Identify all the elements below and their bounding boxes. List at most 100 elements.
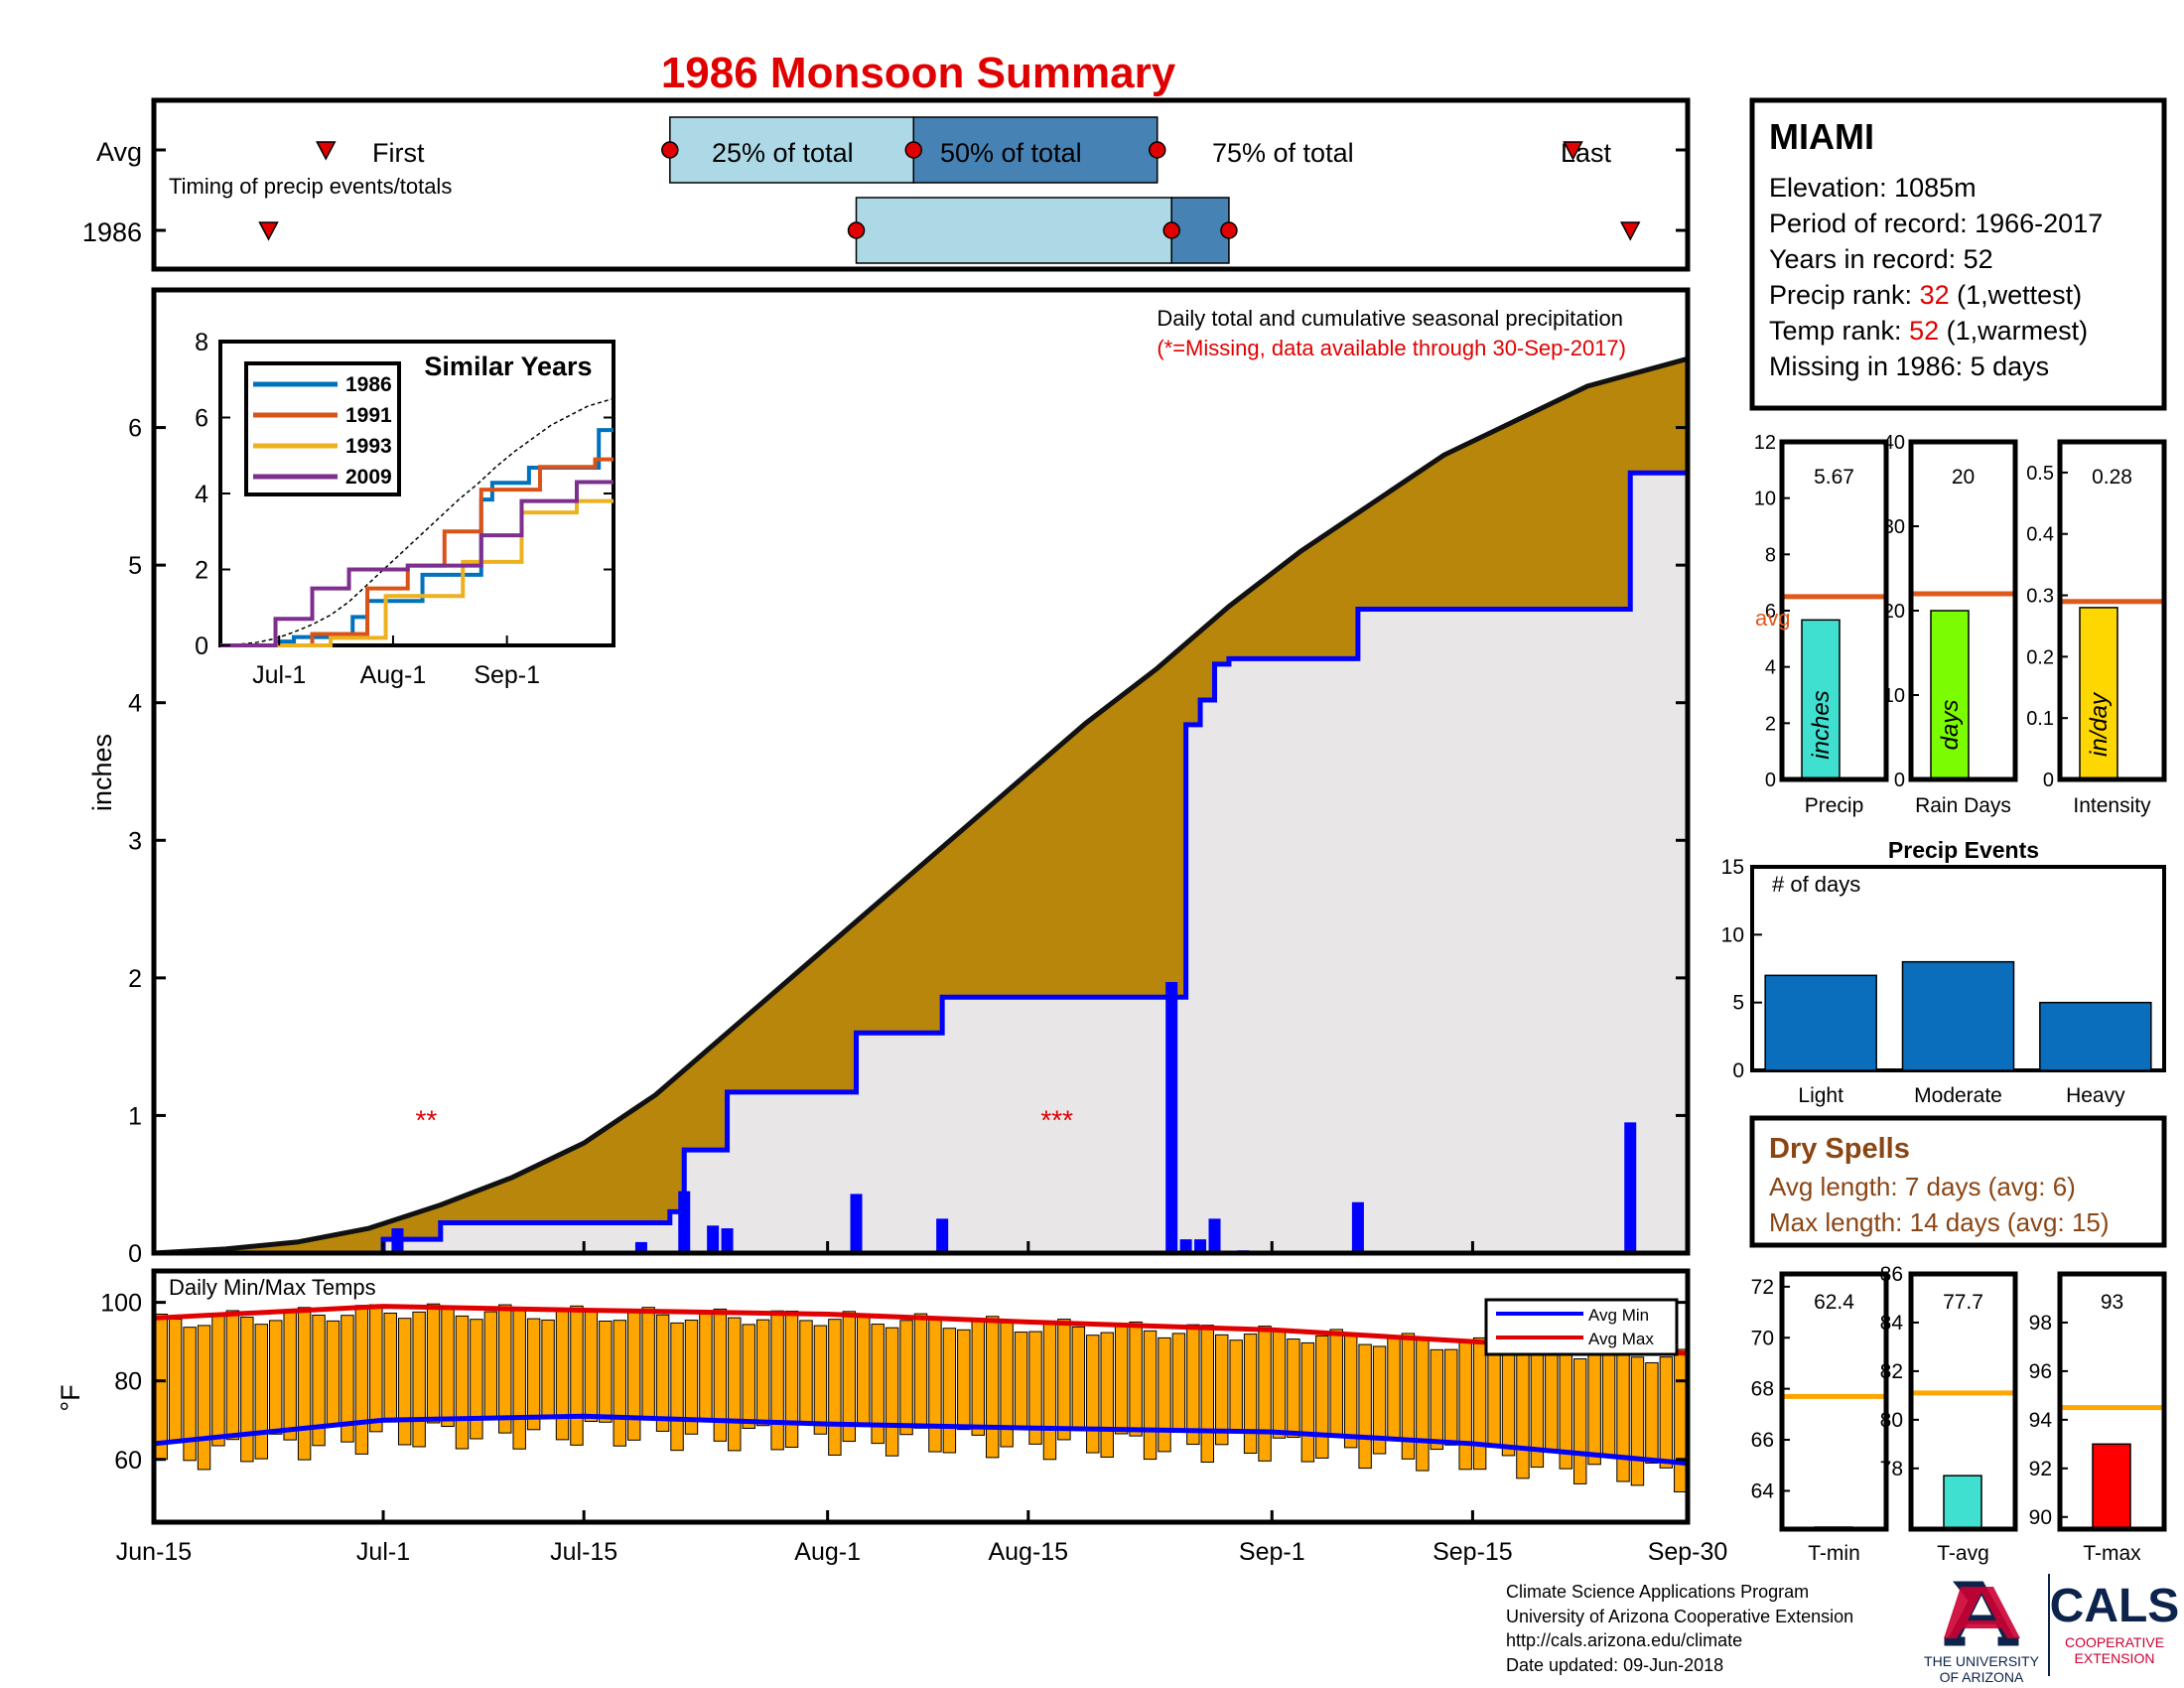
inset-legend-items: 1986 1991 1993 2009 bbox=[253, 373, 392, 489]
year-first-marker bbox=[258, 221, 279, 241]
summary-value: 20 bbox=[1952, 466, 1975, 489]
q50-label: 50% of total bbox=[940, 138, 1082, 168]
inset-legend-label: 2009 bbox=[345, 466, 392, 489]
daily-temp-bar bbox=[1329, 1329, 1343, 1438]
daily-temp-bar bbox=[197, 1325, 211, 1471]
dry-max-length: Max length: 14 days (avg: 15) bbox=[1769, 1207, 2110, 1237]
daily-temp-bar bbox=[1601, 1345, 1616, 1459]
daily-temp-bar bbox=[541, 1319, 555, 1419]
temp-summary-y-tick-label: 68 bbox=[1751, 1378, 1774, 1401]
inset-legend-label: 1993 bbox=[345, 435, 392, 458]
events-x-label: Light bbox=[1798, 1084, 1843, 1107]
events-x-label: Moderate bbox=[1914, 1084, 2002, 1107]
daily-temp-bar bbox=[928, 1318, 942, 1453]
daily-temp-bar bbox=[1501, 1353, 1516, 1457]
date-x-tick-label: Jul-15 bbox=[550, 1538, 617, 1566]
temp-summary-y-tick-label: 92 bbox=[2029, 1458, 2052, 1480]
temp-summary-x-label: T-avg bbox=[1937, 1542, 1989, 1565]
daily-temp-bar bbox=[455, 1315, 470, 1450]
daily-temp-bar bbox=[599, 1320, 613, 1423]
daily-temp-bar bbox=[297, 1307, 312, 1461]
daily-temp-bar bbox=[913, 1313, 928, 1429]
daily-temp-bar bbox=[526, 1318, 541, 1431]
inset-y-tick-label: 6 bbox=[195, 405, 208, 433]
inset-series-line bbox=[220, 480, 614, 647]
daily-temp-bar bbox=[168, 1319, 183, 1444]
temp-summary-value: 62.4 bbox=[1814, 1291, 1854, 1314]
daily-temp-bar bbox=[1387, 1337, 1401, 1440]
avg-min-line bbox=[153, 1413, 1689, 1467]
precip-y-tick-label: 3 bbox=[128, 827, 142, 855]
summary-bar-frame bbox=[2057, 439, 2167, 782]
precip-y-tick-label: 0 bbox=[128, 1240, 142, 1268]
daily-temp-bar bbox=[584, 1311, 599, 1422]
quantile-dot bbox=[847, 221, 866, 239]
precip-y-tick-label: 6 bbox=[128, 415, 142, 443]
footer: Climate Science Applications Program Uni… bbox=[1506, 1574, 2179, 1685]
summary-bars: 0 2 4 6 8 10 12 5.67 Precip inches 0 10 20 30 40 20 Rain… bbox=[1754, 432, 2167, 817]
daily-temp-bar bbox=[211, 1315, 225, 1447]
year-q50-q75-box bbox=[1170, 197, 1230, 264]
daily-precip-bar bbox=[721, 1228, 734, 1253]
daily-temp-bar bbox=[1014, 1332, 1028, 1429]
summary-bar bbox=[1930, 610, 1970, 780]
year-cumulative-area bbox=[154, 473, 1688, 1253]
temp-summary-y-tick-label: 64 bbox=[1751, 1479, 1775, 1502]
daily-temp-bar bbox=[312, 1315, 326, 1447]
summary-y-tick-label: 0.2 bbox=[2026, 646, 2054, 668]
date-x-tick-label: Jun-15 bbox=[116, 1538, 192, 1566]
elevation: Elevation: 1085m bbox=[1769, 173, 1977, 203]
daily-temp-bar bbox=[1416, 1339, 1430, 1472]
footer-line1: Climate Science Applications Program bbox=[1506, 1582, 1809, 1602]
summary-y-tick-label: 2 bbox=[1765, 713, 1776, 735]
daily-precip-bar bbox=[1194, 1239, 1207, 1253]
temps-y-tick-label: 80 bbox=[114, 1368, 142, 1396]
timing-avg-label: Avg bbox=[96, 137, 142, 167]
avg-first-marker bbox=[316, 141, 337, 161]
daily-temp-bar bbox=[426, 1303, 441, 1424]
daily-temp-bar bbox=[1401, 1333, 1416, 1460]
daily-temp-bar bbox=[1186, 1324, 1200, 1446]
daily-temp-bar bbox=[183, 1327, 197, 1462]
daily-temp-bar bbox=[985, 1316, 1000, 1459]
info-frame bbox=[1749, 97, 2167, 411]
daily-temp-bar bbox=[1487, 1344, 1501, 1449]
summary-y-tick-label: 0 bbox=[1894, 770, 1905, 791]
footer-line4: Date updated: 09-Jun-2018 bbox=[1506, 1655, 1723, 1675]
daily-precip-bar bbox=[850, 1194, 863, 1253]
precip-y-tick-label: 4 bbox=[128, 690, 142, 718]
daily-temp-bar bbox=[971, 1321, 985, 1436]
daily-temp-bar bbox=[1229, 1339, 1243, 1433]
q25-label: 25% of total bbox=[712, 138, 854, 168]
daily-temp-bar bbox=[1458, 1340, 1472, 1471]
inset-title: Similar Years bbox=[424, 352, 592, 381]
precip-y-tick-label: 1 bbox=[128, 1102, 142, 1130]
inset-x-tick-label: Jul-1 bbox=[252, 661, 306, 689]
missing-marks: ** *** bbox=[415, 1104, 1073, 1135]
daily-temp-bar bbox=[1315, 1335, 1329, 1459]
daily-temp-bar bbox=[842, 1311, 857, 1443]
daily-temp-bar bbox=[1143, 1330, 1158, 1461]
daily-temp-bar bbox=[713, 1308, 728, 1442]
temp-summary-frame bbox=[1908, 1271, 2018, 1532]
temp-summary-value: 77.7 bbox=[1943, 1291, 1983, 1314]
daily-temp-bar bbox=[1572, 1358, 1587, 1484]
date-x-tick-label: Sep-30 bbox=[1648, 1538, 1728, 1566]
daily-temp-bar bbox=[1258, 1326, 1272, 1462]
temp-summary-value: 93 bbox=[2101, 1291, 2123, 1314]
inset-legend-label: 1986 bbox=[345, 373, 392, 396]
precip-rank: Precip rank: 32 (1,wettest) bbox=[1769, 280, 2082, 310]
daily-temp-bar bbox=[512, 1308, 526, 1450]
daily-precip-bar bbox=[1351, 1201, 1364, 1253]
avg-q25-q50-box bbox=[669, 116, 915, 184]
daily-temp-bar bbox=[799, 1320, 813, 1426]
cals-wordmark: CALS bbox=[2050, 1580, 2180, 1632]
summary-y-tick-label: 0.4 bbox=[2026, 524, 2054, 546]
daily-temp-bar bbox=[1057, 1319, 1071, 1441]
temp-summary-bg bbox=[1782, 1274, 1886, 1529]
events-marks: Light Moderate Heavy 0 5 10 15 bbox=[1721, 856, 2152, 1107]
precip-panel: 0 1 2 3 4 5 6 inches Daily total and cumulativ… bbox=[87, 287, 1691, 1268]
temp-summary-y-tick-label: 72 bbox=[1751, 1276, 1774, 1299]
summary-y-tick-label: 20 bbox=[1883, 601, 1905, 623]
summary-y-tick-label: 40 bbox=[1883, 432, 1905, 454]
